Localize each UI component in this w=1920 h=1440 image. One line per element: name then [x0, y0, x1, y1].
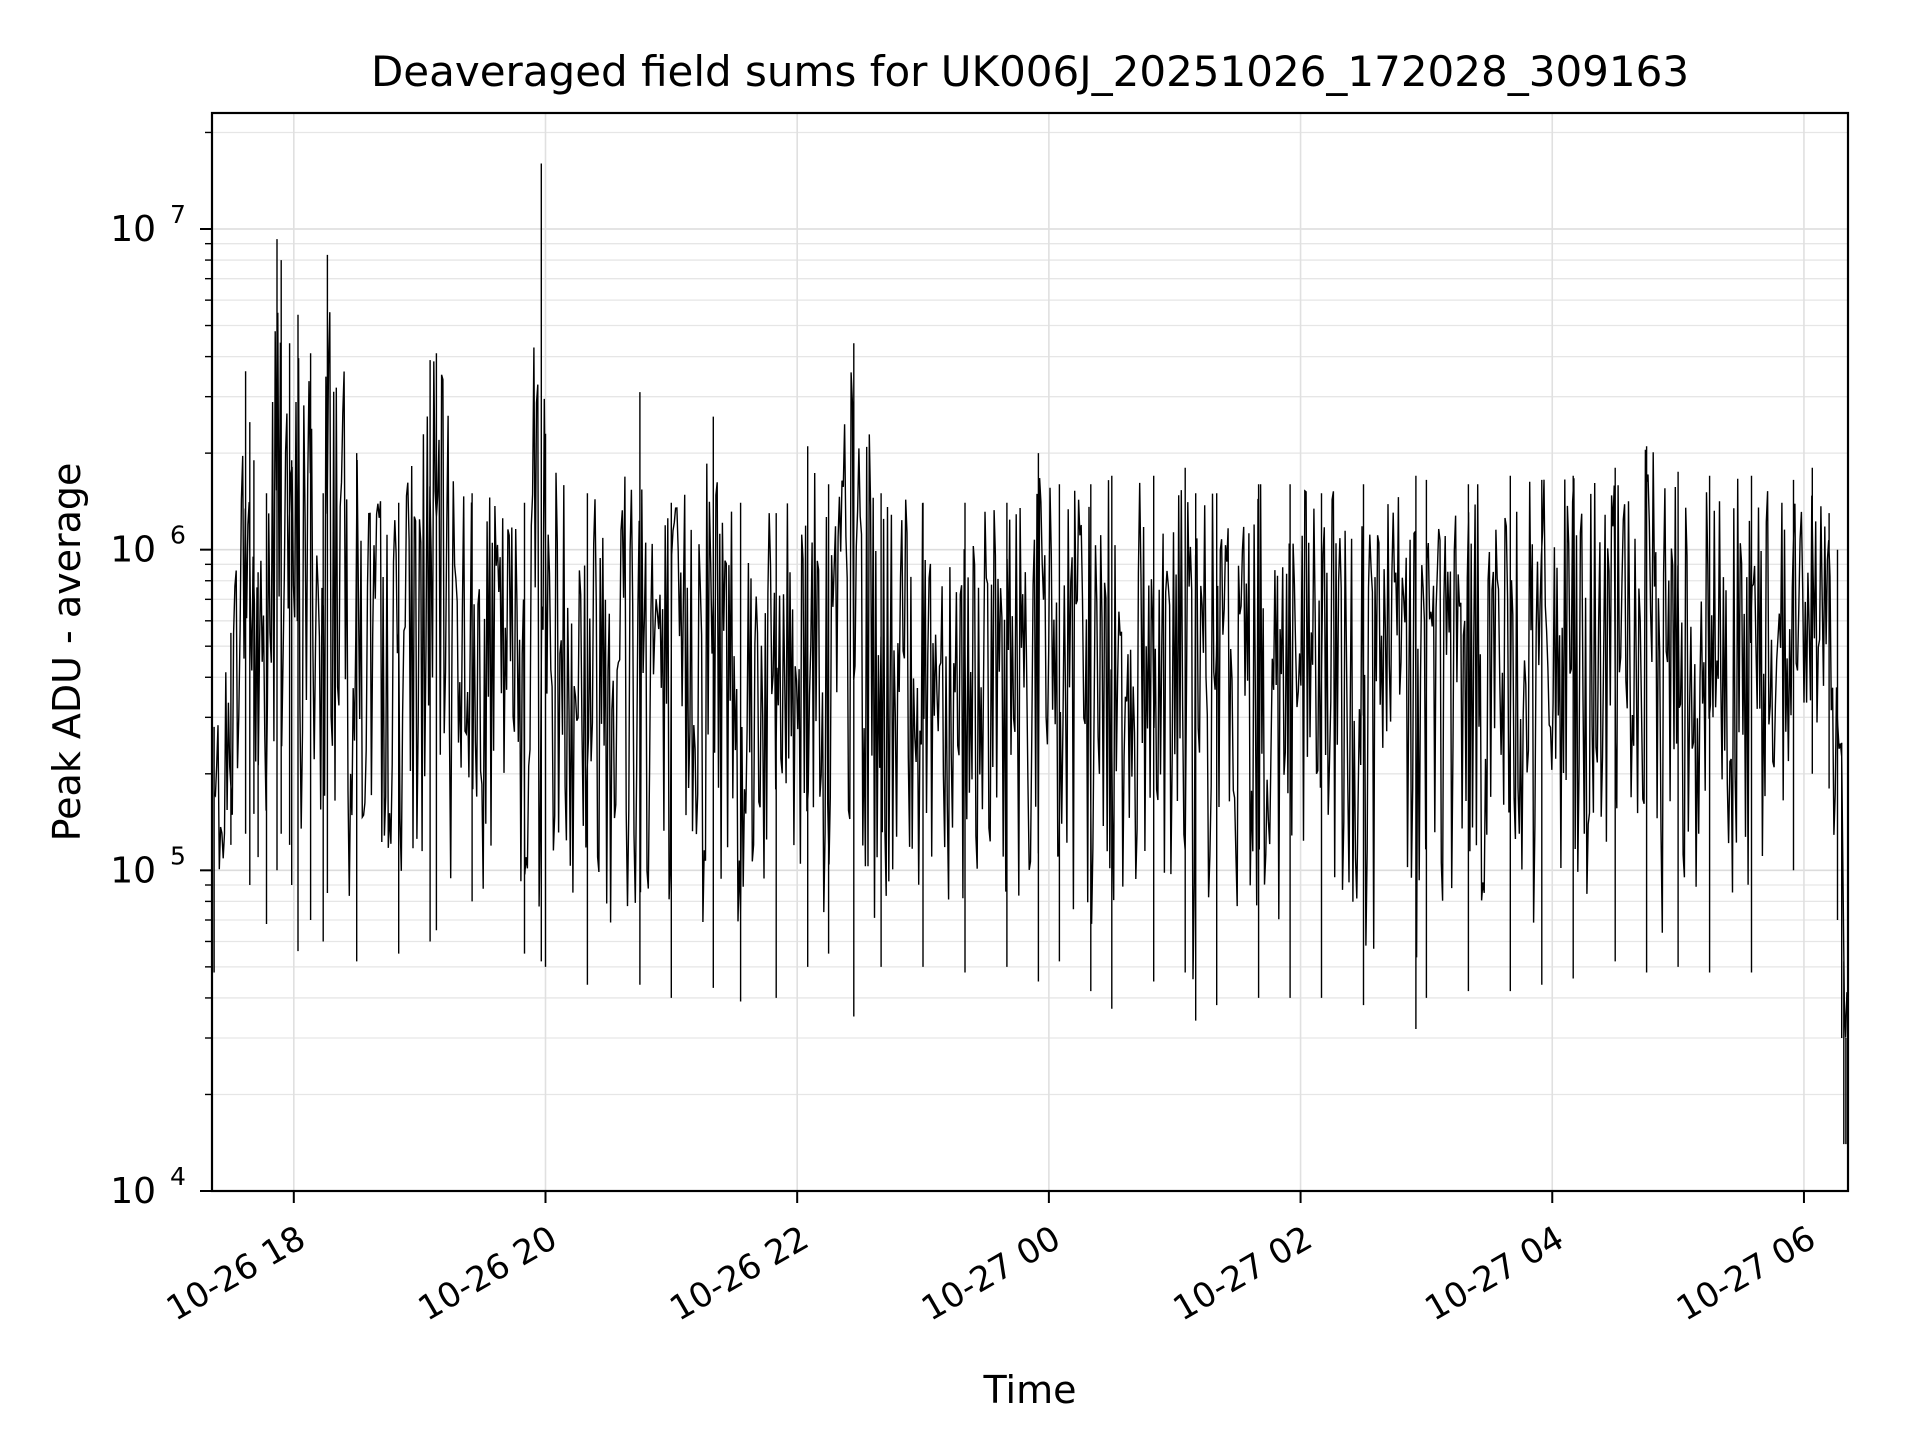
chart-title: Deaveraged field sums for UK006J_2025102…: [371, 47, 1689, 96]
y-tick-label-exponent: 5: [170, 841, 186, 870]
y-tick-label: 10: [110, 530, 156, 571]
plot-frame: [210, 111, 1850, 1193]
y-tick-label: 10: [110, 1171, 156, 1212]
y-tick-label-exponent: 7: [170, 200, 186, 229]
x-axis-label: Time: [983, 1368, 1077, 1412]
y-tick-label-exponent: 6: [170, 521, 186, 550]
y-axis: 10 4 10 5 10 6 10 7: [110, 131, 212, 1212]
y-axis-label: Peak ADU - average: [45, 463, 89, 842]
series-line: [213, 163, 1848, 1145]
y-tick-label: 10: [110, 850, 156, 891]
plot-area: [213, 163, 1848, 1145]
y-tick-label-exponent: 4: [170, 1162, 186, 1191]
y-tick-label: 10: [110, 209, 156, 250]
